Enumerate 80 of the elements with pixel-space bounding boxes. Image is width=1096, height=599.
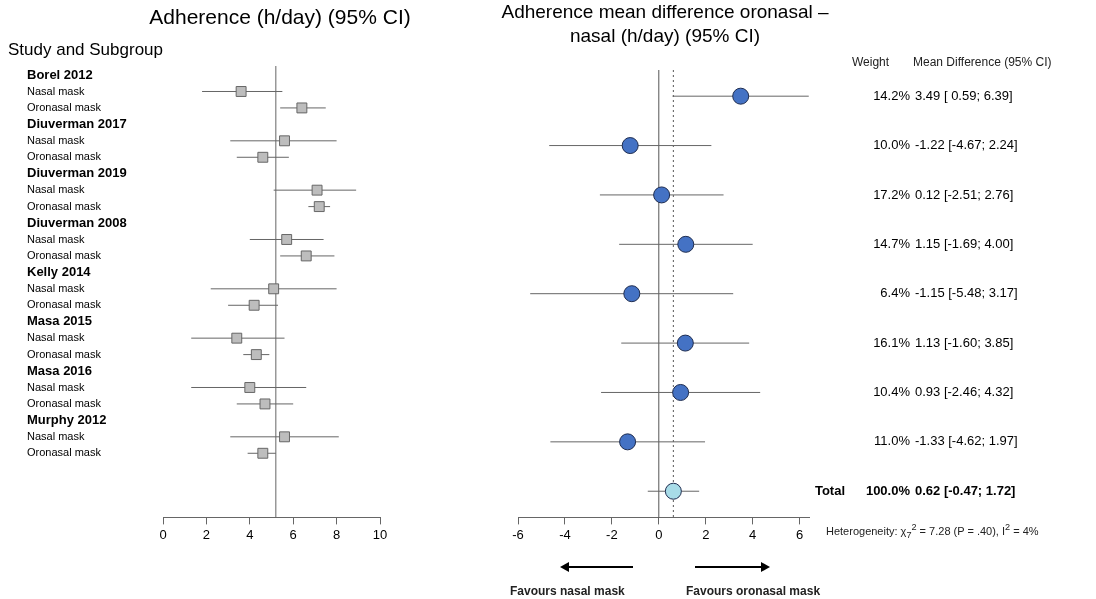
x-tick-label: 0 <box>159 526 167 542</box>
y-tick-label: Nasal mask <box>27 331 85 344</box>
y-tick-label: Nasal mask <box>27 133 85 146</box>
y-tick-label: Masa 2016 <box>27 362 93 378</box>
data-label: 100.0% 0.62 [-0.47; 1.72] <box>865 482 1016 498</box>
point <box>250 349 262 361</box>
chart-title: Adherence mean difference oronasal – nasal (h/day) (95% CI) <box>500 0 830 48</box>
x-tick-label: 6 <box>289 526 297 542</box>
text: Mean Difference (95% CI) <box>913 55 1052 69</box>
point <box>653 186 671 204</box>
x-tick-label: 4 <box>246 526 254 542</box>
point <box>235 86 247 97</box>
point <box>676 334 694 352</box>
point <box>300 250 312 262</box>
y-tick-label: Nasal mask <box>27 380 85 393</box>
chart-title: Adherence (h/day) (95% CI) <box>148 4 412 30</box>
point <box>248 299 260 311</box>
x-tick-label: 2 <box>202 526 211 542</box>
data-label: 10.4% 0.93 [-2.46; 4.32] <box>873 384 1014 400</box>
point <box>281 234 293 245</box>
y-tick-label: Oronasal mask <box>27 248 102 261</box>
point <box>621 137 639 155</box>
x-tick-label: -2 <box>606 526 618 542</box>
y-tick-label: Oronasal mask <box>27 100 102 113</box>
data-label: 10.0% -1.22 [-4.67; 2.24] <box>873 137 1018 153</box>
y-tick-label: Nasal mask <box>27 183 85 196</box>
x-tick-label: 8 <box>332 526 341 542</box>
point <box>313 201 325 213</box>
y-tick-label: Oronasal mask <box>27 347 102 360</box>
point <box>311 184 323 196</box>
y-tick-label: Oronasal mask <box>27 199 102 212</box>
x-tick-label: -6 <box>512 526 524 542</box>
point <box>257 447 269 459</box>
y-tick-label: Borel 2012 <box>27 66 93 82</box>
x-tick-label: 10 <box>372 526 388 542</box>
point <box>259 398 271 410</box>
y-tick-label: Total <box>814 482 845 498</box>
point <box>619 433 637 451</box>
x-tick-label: 0 <box>655 526 663 542</box>
point <box>677 235 695 253</box>
y-tick-label: Oronasal mask <box>27 446 102 459</box>
y-tick-label: Oronasal mask <box>27 298 102 311</box>
text: Heterogeneity: χ$_{7}$$^{2}$ = 7.28 (P = .40), I$^{2}$ = 4% <box>826 522 1039 540</box>
y-axis-title: Study and Subgroup <box>8 40 164 60</box>
point <box>664 482 682 500</box>
y-tick-label: Oronasal mask <box>27 396 102 409</box>
point <box>672 383 690 401</box>
text: Favours nasal mask <box>510 584 625 598</box>
data-label: 16.1% 1.13 [-1.60; 3.85] <box>873 334 1014 350</box>
data-label: 14.2% 3.49 [ 0.59; 6.39] <box>873 87 1013 103</box>
data-label: 17.2% 0.12 [-2.51; 2.76] <box>873 186 1014 202</box>
y-tick-label: Masa 2015 <box>27 313 93 329</box>
x-tick-label: 4 <box>749 526 757 542</box>
y-tick-label: Nasal mask <box>27 429 85 442</box>
y-tick-label: Oronasal mask <box>27 150 102 163</box>
data-label: 6.4% -1.15 [-5.48; 3.17] <box>880 285 1018 301</box>
text: Favours oronasal mask <box>686 584 821 598</box>
point <box>279 135 290 147</box>
point <box>623 285 641 303</box>
x-tick-label: 2 <box>702 526 710 542</box>
point <box>268 283 280 295</box>
y-tick-label: Diuverman 2008 <box>27 214 127 230</box>
x-tick-label: -4 <box>559 526 571 542</box>
data-label: 14.7% 1.15 [-1.69; 4.00] <box>873 235 1014 251</box>
point <box>732 87 750 105</box>
y-tick-label: Diuverman 2019 <box>27 165 127 181</box>
point <box>296 102 308 114</box>
point <box>257 151 269 163</box>
y-tick-label: Diuverman 2017 <box>27 115 127 131</box>
data-label: 11.0% -1.33 [-4.62; 1.97] <box>874 433 1018 449</box>
text: Weight <box>852 55 890 69</box>
y-tick-label: Murphy 2012 <box>27 411 107 427</box>
point <box>231 332 243 344</box>
point <box>244 382 256 393</box>
y-tick-label: Nasal mask <box>27 84 85 97</box>
y-tick-label: Kelly 2014 <box>27 263 92 279</box>
point <box>279 431 290 443</box>
x-tick-label: 6 <box>796 526 804 542</box>
y-tick-label: Nasal mask <box>27 232 85 245</box>
y-tick-label: Nasal mask <box>27 281 85 294</box>
